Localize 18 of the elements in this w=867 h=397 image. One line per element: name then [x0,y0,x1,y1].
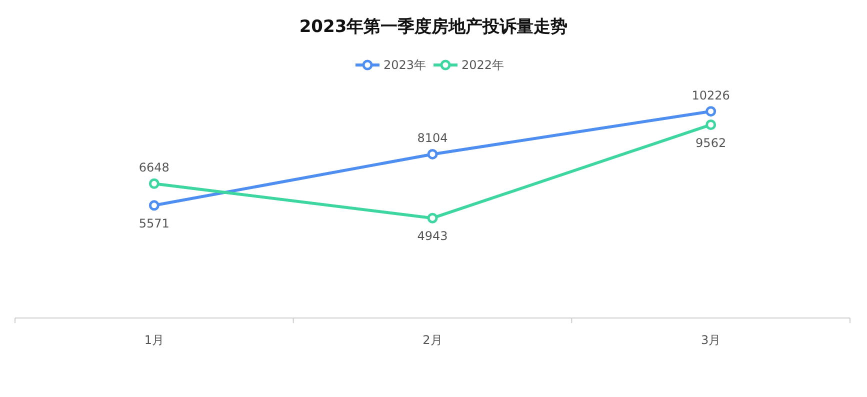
point [148,200,160,211]
x-tick-label: 1月 [144,333,164,347]
data-label: 8104 [417,131,448,146]
x-tick-label: 2月 [422,333,442,347]
point [148,178,160,189]
point [427,148,438,160]
legend-label: 2023年 [384,58,426,72]
data-label: 10226 [692,88,730,102]
data-label: 9562 [696,136,726,150]
data-label: 6648 [138,160,170,175]
data-label: 4943 [417,229,448,244]
point [706,120,716,130]
point [427,212,438,224]
x-tick-label: 3月 [701,333,721,347]
data-label: 5571 [138,216,170,230]
chart-title: 2023年第一季度房地产投诉量走势 [299,17,568,37]
point [706,106,716,117]
legend-label: 2022年 [462,58,504,72]
